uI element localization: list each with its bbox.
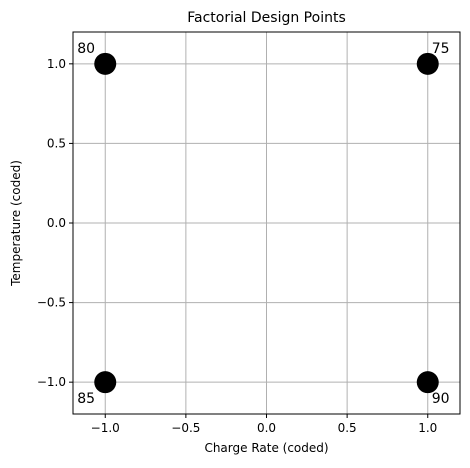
point-label-75: 75 [432,41,450,57]
point-label-85: 85 [77,391,95,407]
y-tick-label: 0.5 [47,136,66,150]
y-tick-label: −0.5 [37,296,66,310]
x-axis-title: Charge Rate (coded) [204,441,328,455]
x-tick-label: 0.5 [338,421,357,435]
scatter-point-85 [94,371,117,394]
scatter-point-80 [94,52,117,75]
chart-title: Factorial Design Points [187,10,346,26]
y-tick-label: 0.0 [47,216,66,230]
point-label-80: 80 [77,41,95,57]
x-tick-label: −0.5 [171,421,200,435]
scatter-point-90 [416,371,439,394]
grid [73,32,460,414]
y-tick-label: −1.0 [37,375,66,389]
scatter-point-75 [416,52,439,75]
point-label-90: 90 [432,391,450,407]
x-tick-label: −1.0 [91,421,120,435]
x-tick-label: 1.0 [418,421,437,435]
y-axis-title: Temperature (coded) [9,160,23,287]
y-tick-label: 1.0 [47,57,66,71]
axis-ticks: −1.0 −0.5 0.0 0.5 1.0 −1.0 −0.5 0.0 0.5 1.0 [37,57,437,435]
data-points: 80 75 85 90 [77,41,449,407]
x-tick-label: 0.0 [257,421,276,435]
